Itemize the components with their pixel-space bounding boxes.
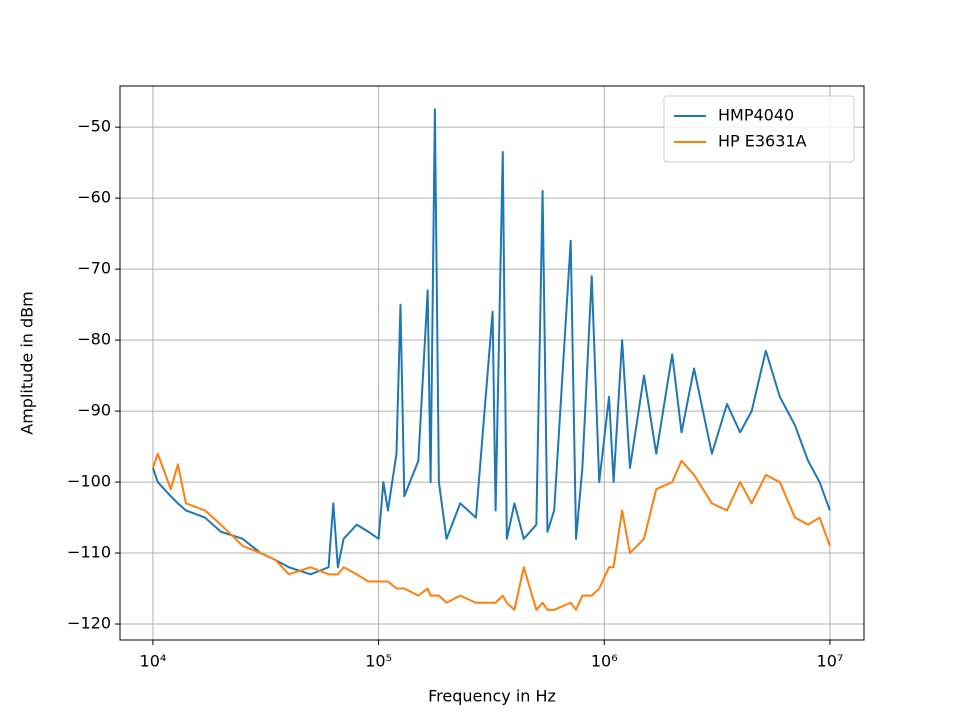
y-tick-label: −70	[77, 259, 111, 278]
legend-label: HP E3631A	[718, 132, 807, 151]
y-tick-label: −110	[67, 543, 111, 562]
y-tick-label: −50	[77, 117, 111, 136]
y-tick-label: −90	[77, 401, 111, 420]
y-tick-label: −60	[77, 188, 111, 207]
x-tick-label: 10⁶	[591, 652, 618, 671]
legend: HMP4040 HP E3631A	[663, 95, 855, 163]
legend-label: HMP4040	[718, 106, 794, 125]
series-line	[152, 108, 831, 576]
x-axis-label: Frequency in Hz	[428, 687, 556, 706]
y-axis-label: Amplitude in dBm	[18, 291, 37, 434]
x-tick-label: 10⁵	[365, 652, 392, 671]
y-tick-label: −100	[67, 472, 111, 491]
x-tick-label: 10⁴	[140, 652, 167, 671]
x-tick-label: 10⁷	[817, 652, 844, 671]
series-line	[152, 452, 831, 611]
y-tick-label: −120	[67, 614, 111, 633]
y-tick-label: −80	[77, 330, 111, 349]
legend-box	[663, 95, 855, 163]
plot-frame	[119, 85, 865, 641]
